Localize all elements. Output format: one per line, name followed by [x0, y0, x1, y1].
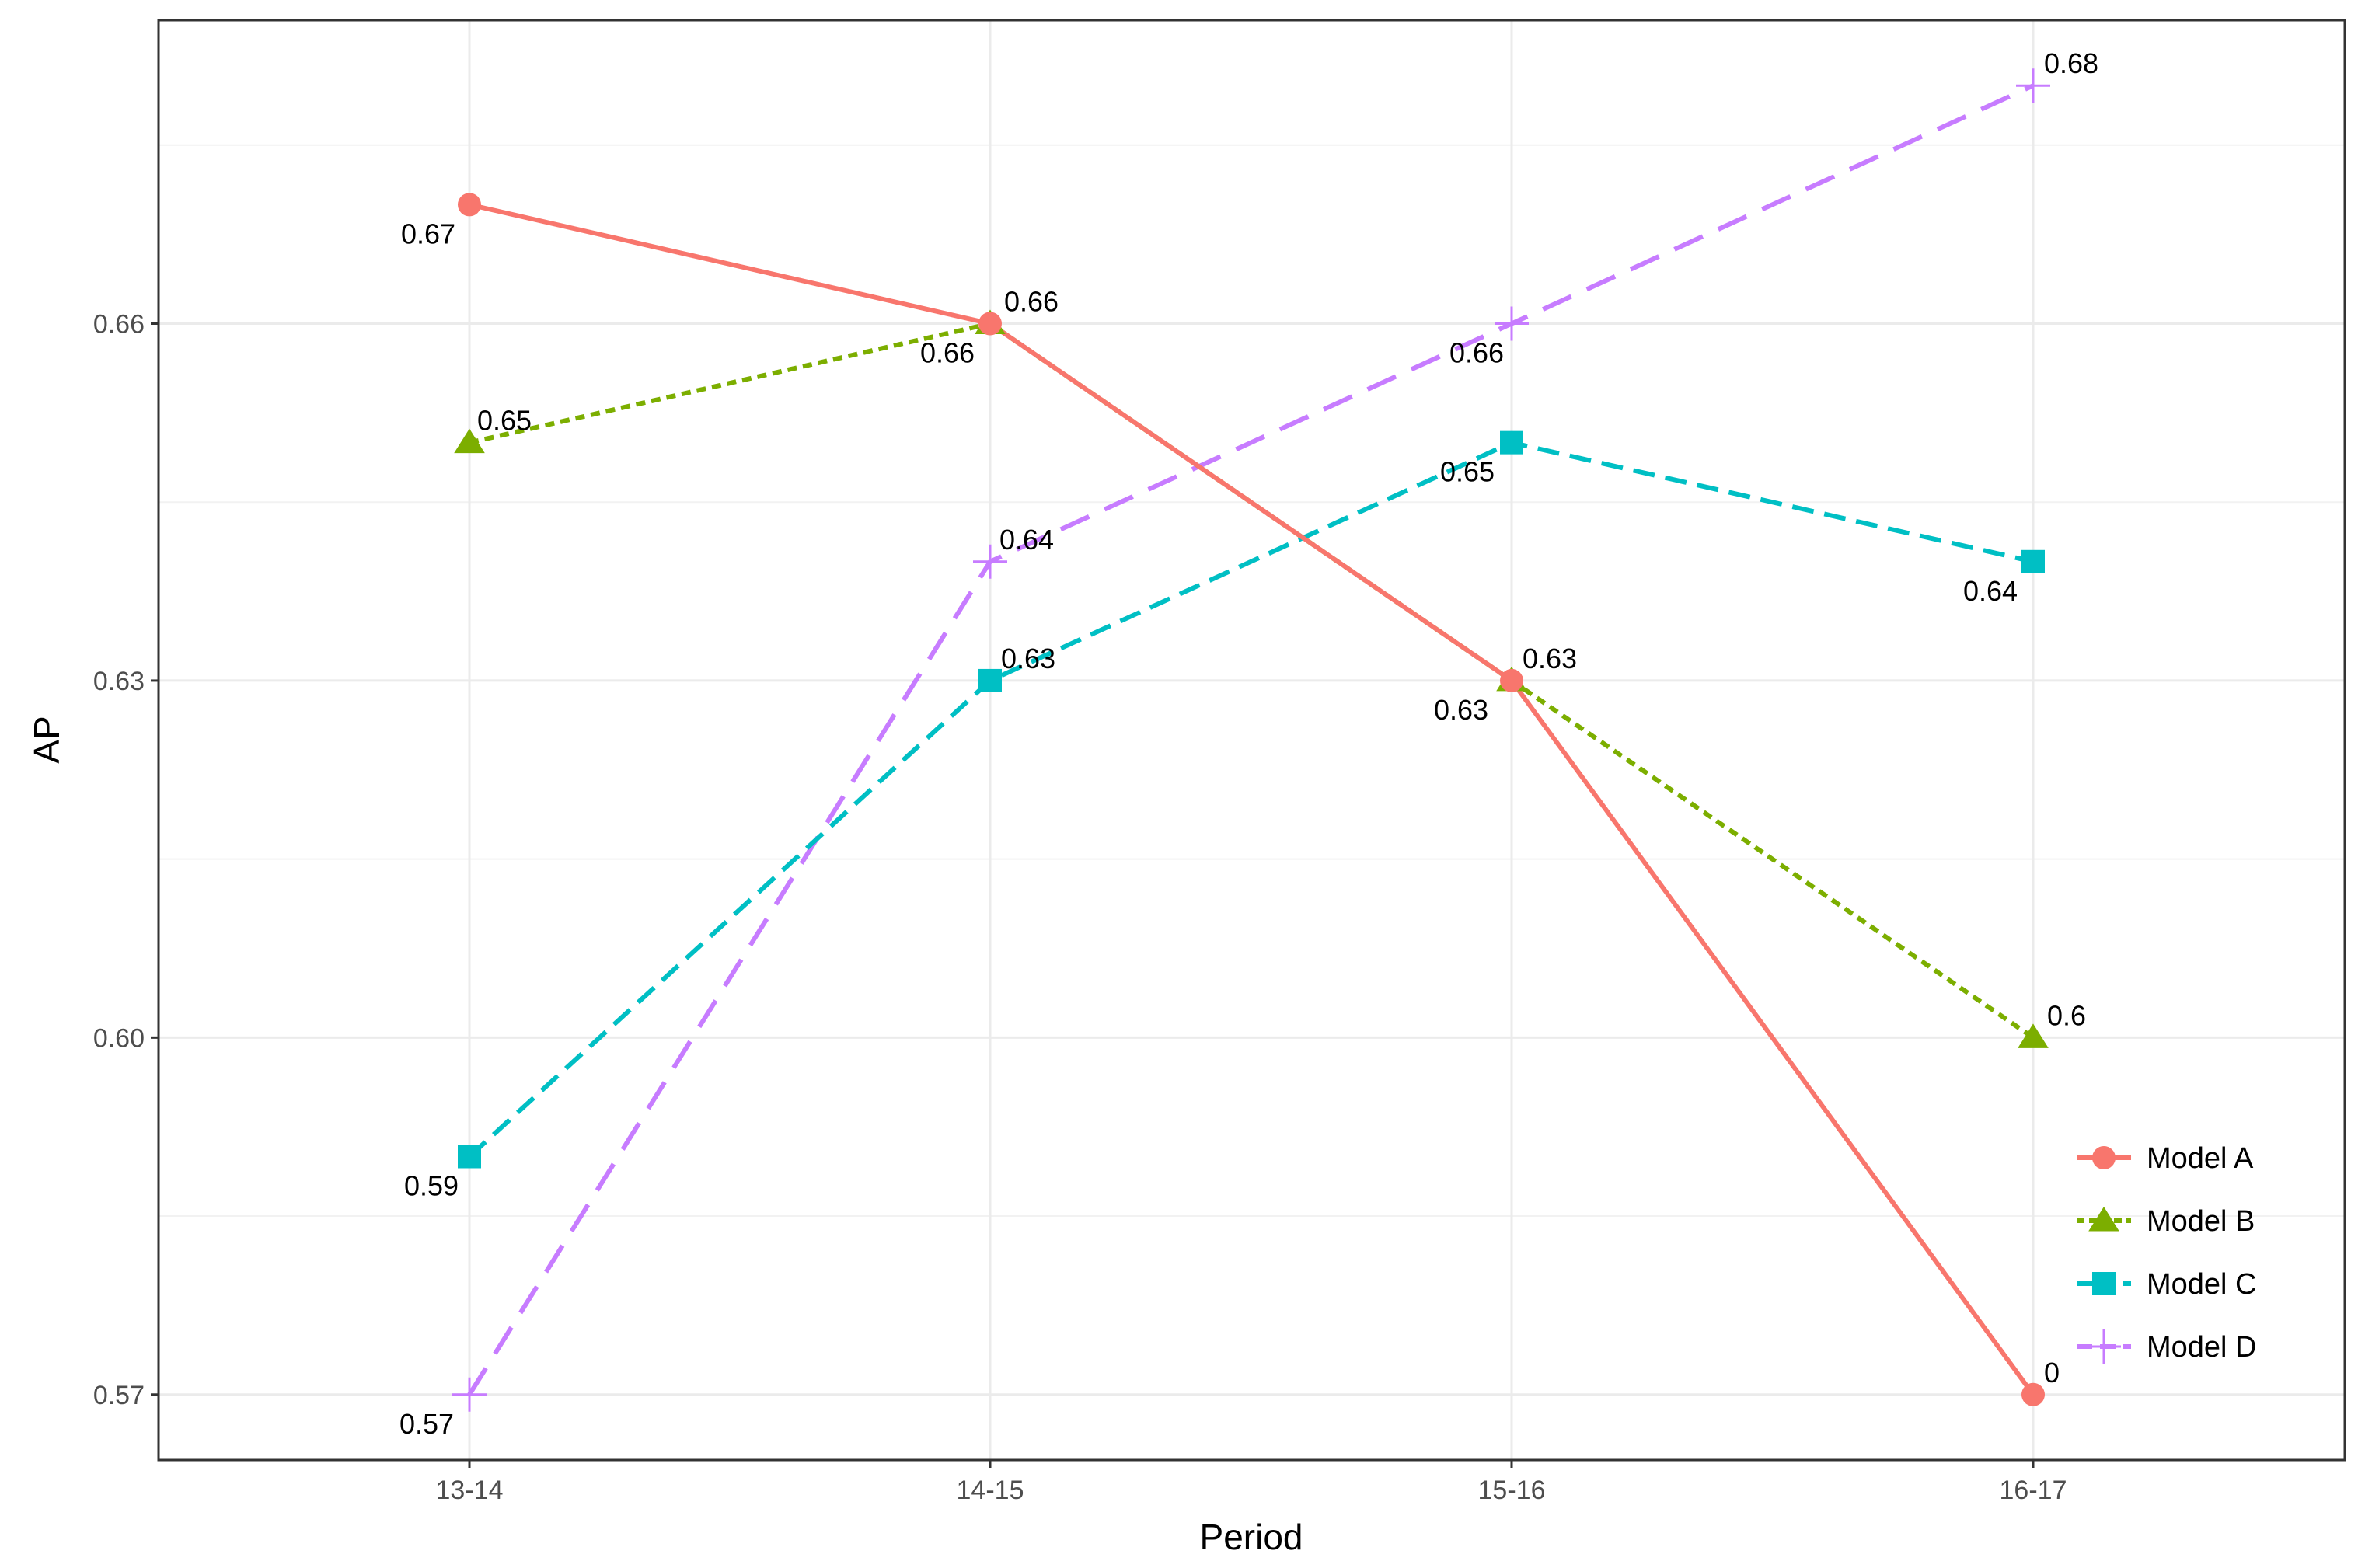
legend: Model A Model B Model C Model D — [2077, 1142, 2257, 1364]
legend-label-model-d: Model D — [2147, 1331, 2257, 1364]
y-tick-label: 0.66 — [93, 310, 145, 340]
x-tick-label: 16-17 — [2000, 1476, 2067, 1505]
x-axis-title: Period — [1200, 1517, 1303, 1557]
data-labels: 0.67 0.66 0.63 0 0.65 0.66 0.63 0.6 0.59 0.63 0.65… — [399, 47, 2098, 1440]
data-point-model-d — [1495, 306, 1529, 341]
data-point-model-c — [2021, 549, 2045, 573]
data-label-model-b: 0.63 — [1523, 643, 1577, 674]
data-point-model-d — [2016, 68, 2050, 103]
data-label-model-d: 0.64 — [999, 524, 1054, 556]
data-label-model-a: 0 — [2044, 1357, 2060, 1389]
legend-marker-model-b — [2088, 1207, 2119, 1232]
series-line-model-a — [469, 202, 2035, 1396]
legend-label-model-b: Model B — [2147, 1205, 2255, 1238]
series-line-model-d — [467, 83, 2035, 1396]
legend-marker-model-d — [2087, 1329, 2121, 1364]
data-point-model-a — [458, 193, 481, 217]
plot-border — [157, 19, 2346, 1462]
x-tick-label: 14-15 — [957, 1476, 1024, 1505]
x-tick-label: 15-16 — [1478, 1476, 1546, 1505]
data-label-model-b: 0.6 — [2047, 999, 2086, 1031]
data-point-model-c — [1500, 430, 1523, 455]
series-line-model-c — [467, 440, 2034, 1159]
data-point-model-a — [1500, 668, 1523, 692]
legend-label-model-c: Model C — [2147, 1268, 2257, 1301]
data-point-model-b — [2018, 1023, 2049, 1048]
data-point-model-c — [458, 1145, 481, 1169]
series-line-model-b — [469, 321, 2035, 1040]
legend-item-model-d: Model D — [2077, 1329, 2257, 1364]
y-tick-label: 0.60 — [93, 1023, 145, 1053]
data-label-model-c: 0.64 — [1963, 575, 2018, 607]
data-point-model-d — [973, 544, 1007, 579]
legend-marker-model-a — [2092, 1146, 2116, 1169]
x-tick-label: 13-14 — [436, 1476, 504, 1505]
data-point-model-a — [978, 312, 1002, 336]
legend-item-model-a: Model A — [2077, 1142, 2254, 1175]
data-label-model-c: 0.59 — [404, 1169, 459, 1201]
data-label-model-a: 0.67 — [401, 218, 455, 249]
data-label-model-c: 0.63 — [1001, 643, 1055, 674]
series-lines — [452, 68, 2050, 1412]
legend-marker-model-c — [2092, 1272, 2116, 1295]
data-point-model-d — [452, 1377, 487, 1412]
y-tick-label: 0.63 — [93, 667, 145, 696]
plot-panel — [159, 20, 2345, 1460]
y-tick-label: 0.57 — [93, 1381, 145, 1410]
legend-item-model-b: Model B — [2077, 1205, 2255, 1238]
data-point-model-c — [978, 668, 1002, 692]
data-label-model-c: 0.65 — [1440, 456, 1495, 488]
data-label-model-b: 0.66 — [1004, 286, 1059, 318]
legend-item-model-c: Model C — [2077, 1268, 2257, 1301]
axes: 0.57 0.60 0.63 0.66 13-14 14-15 15-16 16-17 — [93, 310, 2067, 1505]
data-label-model-d: 0.66 — [1449, 337, 1504, 369]
data-point-model-b — [454, 428, 485, 454]
data-label-model-d: 0.68 — [2044, 47, 2098, 79]
data-label-model-a: 0.66 — [920, 337, 975, 369]
data-point-model-a — [2021, 1382, 2045, 1406]
data-label-model-a: 0.63 — [1434, 694, 1488, 726]
legend-label-model-a: Model A — [2147, 1142, 2254, 1175]
data-label-model-b: 0.65 — [477, 405, 532, 437]
data-label-model-d: 0.57 — [399, 1408, 454, 1440]
y-axis-title: AP — [26, 716, 67, 763]
